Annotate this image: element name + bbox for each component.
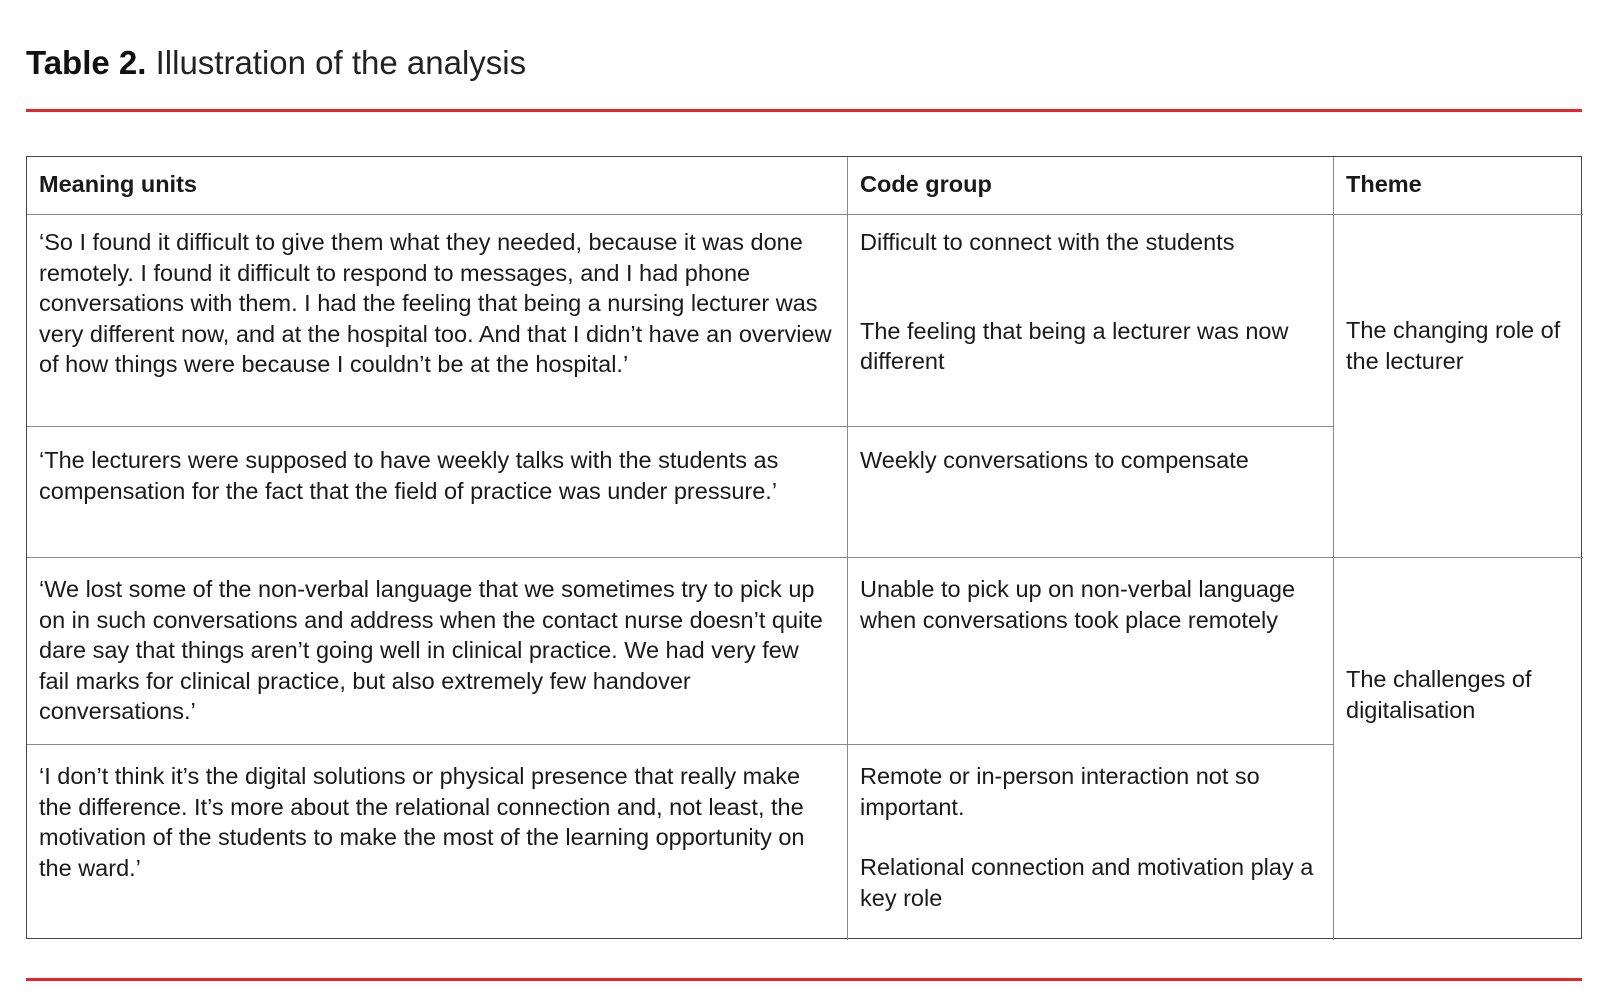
code-item: Weekly conversations to compensate <box>860 447 1249 473</box>
theme-cell: The challenges of digitalisation <box>1346 666 1532 723</box>
analysis-table: Meaning units Code group Theme ‘So I fou… <box>26 156 1583 940</box>
code-group-cell: Remote or in-person interaction not so i… <box>848 745 1334 940</box>
code-group-cell: Unable to pick up on non-verbal language… <box>848 558 1334 745</box>
table-caption: Table 2. Illustration of the analysis <box>26 44 526 82</box>
code-item: Unable to pick up on non-verbal language… <box>860 576 1296 633</box>
header-theme: Theme <box>1334 157 1583 215</box>
code-group-cell: Weekly conversations to compensate <box>848 427 1334 558</box>
meaning-unit-cell: ‘The lecturers were supposed to have wee… <box>27 427 848 558</box>
code-item: Remote or in-person interaction not so i… <box>860 763 1260 820</box>
table-title: Illustration of the analysis <box>155 44 527 81</box>
header-meaning-units: Meaning units <box>27 157 848 215</box>
top-rule <box>26 109 1582 112</box>
code-item: Relational connection and motivation pla… <box>860 854 1314 911</box>
theme-cell: The changing role of the lecturer <box>1334 215 1583 558</box>
code-item: Difficult to connect with the students <box>860 229 1235 255</box>
meaning-unit-cell: ‘So I found it difficult to give them wh… <box>27 215 848 427</box>
meaning-unit-cell: ‘I don’t think it’s the digital solution… <box>27 745 848 940</box>
code-item: The feeling that being a lecturer was no… <box>860 317 1289 375</box>
bottom-rule <box>26 978 1582 981</box>
header-code-group: Code group <box>848 157 1334 215</box>
meaning-unit-cell: ‘We lost some of the non-verbal language… <box>27 558 848 745</box>
code-group-cell: Difficult to connect with the students T… <box>848 215 1334 427</box>
table-label: Table 2. <box>26 44 147 81</box>
